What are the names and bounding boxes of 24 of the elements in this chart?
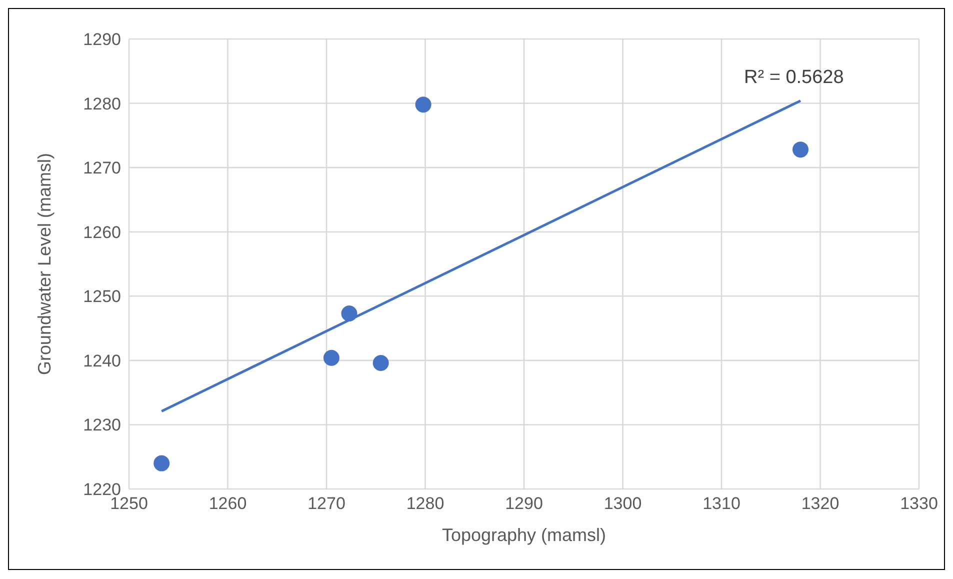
y-tick-label: 1240 [83,351,121,370]
annotation: R² = 0.5628 [744,67,844,89]
x-tick-label: 1290 [505,494,543,514]
y-tick-label: 1250 [83,287,121,306]
x-tick-label: 1310 [702,494,740,514]
x-tick-label: 1280 [406,494,444,514]
point [323,350,340,366]
point [792,142,808,158]
y-tick-label: 1230 [83,416,121,435]
x-tick-label: 1330 [900,494,938,514]
y-tick-label: 1280 [83,94,121,114]
y-tick-label: 1270 [83,158,121,178]
x-tick-label: 1270 [308,494,346,514]
x-tick-label: 1250 [110,494,148,514]
y-tick-label: 1260 [83,222,121,242]
x-tick-label: 1260 [208,494,247,514]
y-axis-title: Groundwater Level (mamsl) [34,152,54,376]
point [372,355,389,371]
x-tick-label: 1320 [801,494,840,514]
x-axis-title: Topography (mamsl) [442,525,606,545]
point [154,455,170,472]
y-tick-label: 1290 [83,30,121,50]
point [415,96,432,113]
x-tick-label: 1300 [604,494,642,514]
